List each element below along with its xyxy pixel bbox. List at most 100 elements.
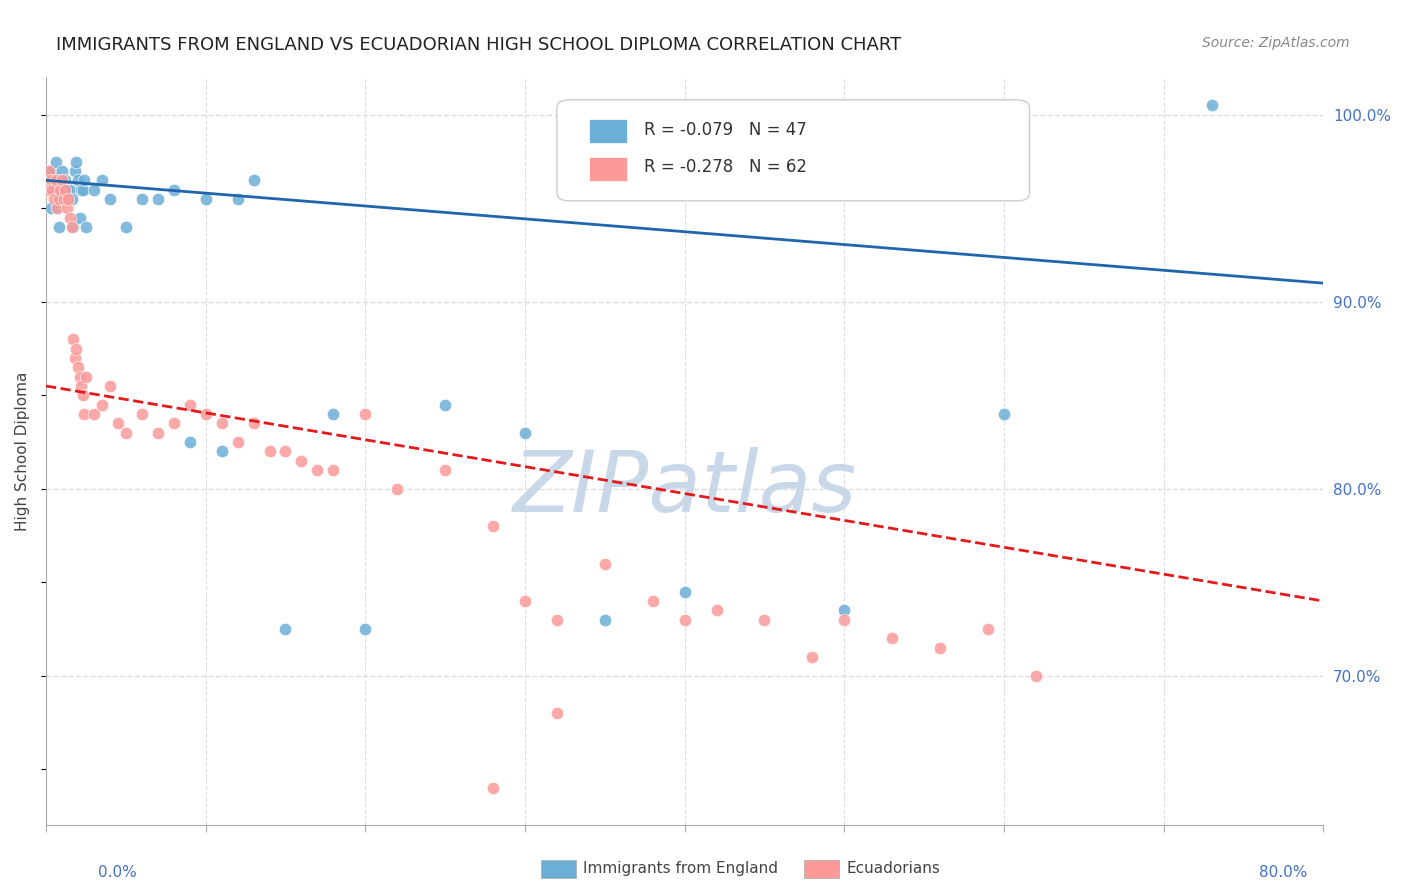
Point <box>107 417 129 431</box>
Point <box>131 407 153 421</box>
Text: Ecuadorians: Ecuadorians <box>846 862 941 876</box>
Point <box>832 613 855 627</box>
Point <box>90 173 112 187</box>
Point <box>38 164 60 178</box>
Point <box>307 463 329 477</box>
Point <box>37 183 59 197</box>
Text: IMMIGRANTS FROM ENGLAND VS ECUADORIAN HIGH SCHOOL DIPLOMA CORRELATION CHART: IMMIGRANTS FROM ENGLAND VS ECUADORIAN HI… <box>56 36 901 54</box>
Point <box>42 192 65 206</box>
Point <box>63 351 86 365</box>
Point <box>546 613 568 627</box>
Point <box>322 407 344 421</box>
Point <box>754 613 776 627</box>
Bar <box>589 157 627 181</box>
Point <box>226 435 249 450</box>
Point <box>801 650 824 665</box>
Point <box>49 173 72 187</box>
Point <box>48 220 70 235</box>
Point <box>66 360 89 375</box>
Point <box>322 463 344 477</box>
Point <box>929 640 952 655</box>
Bar <box>589 120 627 144</box>
Point <box>60 220 83 235</box>
Point <box>513 425 536 440</box>
Point <box>211 444 233 458</box>
Point <box>58 192 80 206</box>
Point <box>290 454 312 468</box>
Point <box>242 173 264 187</box>
Point <box>55 202 77 216</box>
Point <box>55 183 77 197</box>
Point <box>60 192 83 206</box>
Point <box>90 398 112 412</box>
Point <box>114 425 136 440</box>
Point <box>482 519 505 533</box>
Point <box>242 417 264 431</box>
Point <box>37 183 59 197</box>
Point <box>75 369 97 384</box>
Point <box>39 202 62 216</box>
Point <box>641 594 664 608</box>
Text: 80.0%: 80.0% <box>1260 865 1308 880</box>
Point <box>146 425 169 440</box>
Point <box>62 332 84 346</box>
Point <box>73 173 96 187</box>
Point <box>1201 98 1223 112</box>
Point <box>39 173 62 187</box>
Point <box>66 173 89 187</box>
Point <box>65 342 87 356</box>
Text: R = -0.278   N = 62: R = -0.278 N = 62 <box>644 158 807 177</box>
Point <box>41 164 63 178</box>
Point <box>62 220 84 235</box>
Point <box>70 183 93 197</box>
Point <box>977 622 1000 636</box>
Point <box>179 398 201 412</box>
Point <box>59 183 82 197</box>
Point <box>114 220 136 235</box>
Point <box>41 183 63 197</box>
Point <box>38 164 60 178</box>
Point <box>98 379 121 393</box>
Point <box>482 780 505 795</box>
Point <box>45 173 67 187</box>
Point <box>49 183 72 197</box>
Point <box>993 407 1015 421</box>
Point <box>48 192 70 206</box>
Point <box>59 211 82 225</box>
Point <box>673 584 696 599</box>
FancyBboxPatch shape <box>557 100 1029 201</box>
Point <box>72 388 94 402</box>
Point <box>65 154 87 169</box>
Point <box>832 603 855 617</box>
Y-axis label: High School Diploma: High School Diploma <box>15 372 30 531</box>
Point <box>1025 669 1047 683</box>
Text: R = -0.079   N = 47: R = -0.079 N = 47 <box>644 120 807 139</box>
Point <box>51 173 73 187</box>
Point <box>706 603 728 617</box>
Point <box>882 632 904 646</box>
Point <box>75 220 97 235</box>
Point <box>53 173 76 187</box>
Point <box>131 192 153 206</box>
Point <box>593 613 616 627</box>
Point <box>63 164 86 178</box>
Point <box>179 435 201 450</box>
Point <box>69 369 91 384</box>
Point <box>53 183 76 197</box>
Point <box>51 164 73 178</box>
Point <box>52 183 75 197</box>
Point <box>45 154 67 169</box>
Point <box>163 183 186 197</box>
Point <box>513 594 536 608</box>
Point <box>72 183 94 197</box>
Point <box>673 613 696 627</box>
Point <box>69 211 91 225</box>
Text: ZIPatlas: ZIPatlas <box>513 448 856 531</box>
Text: 0.0%: 0.0% <box>98 865 138 880</box>
Point <box>46 202 69 216</box>
Point <box>73 407 96 421</box>
Point <box>163 417 186 431</box>
Text: Source: ZipAtlas.com: Source: ZipAtlas.com <box>1202 36 1350 50</box>
Point <box>83 407 105 421</box>
Point <box>546 706 568 721</box>
